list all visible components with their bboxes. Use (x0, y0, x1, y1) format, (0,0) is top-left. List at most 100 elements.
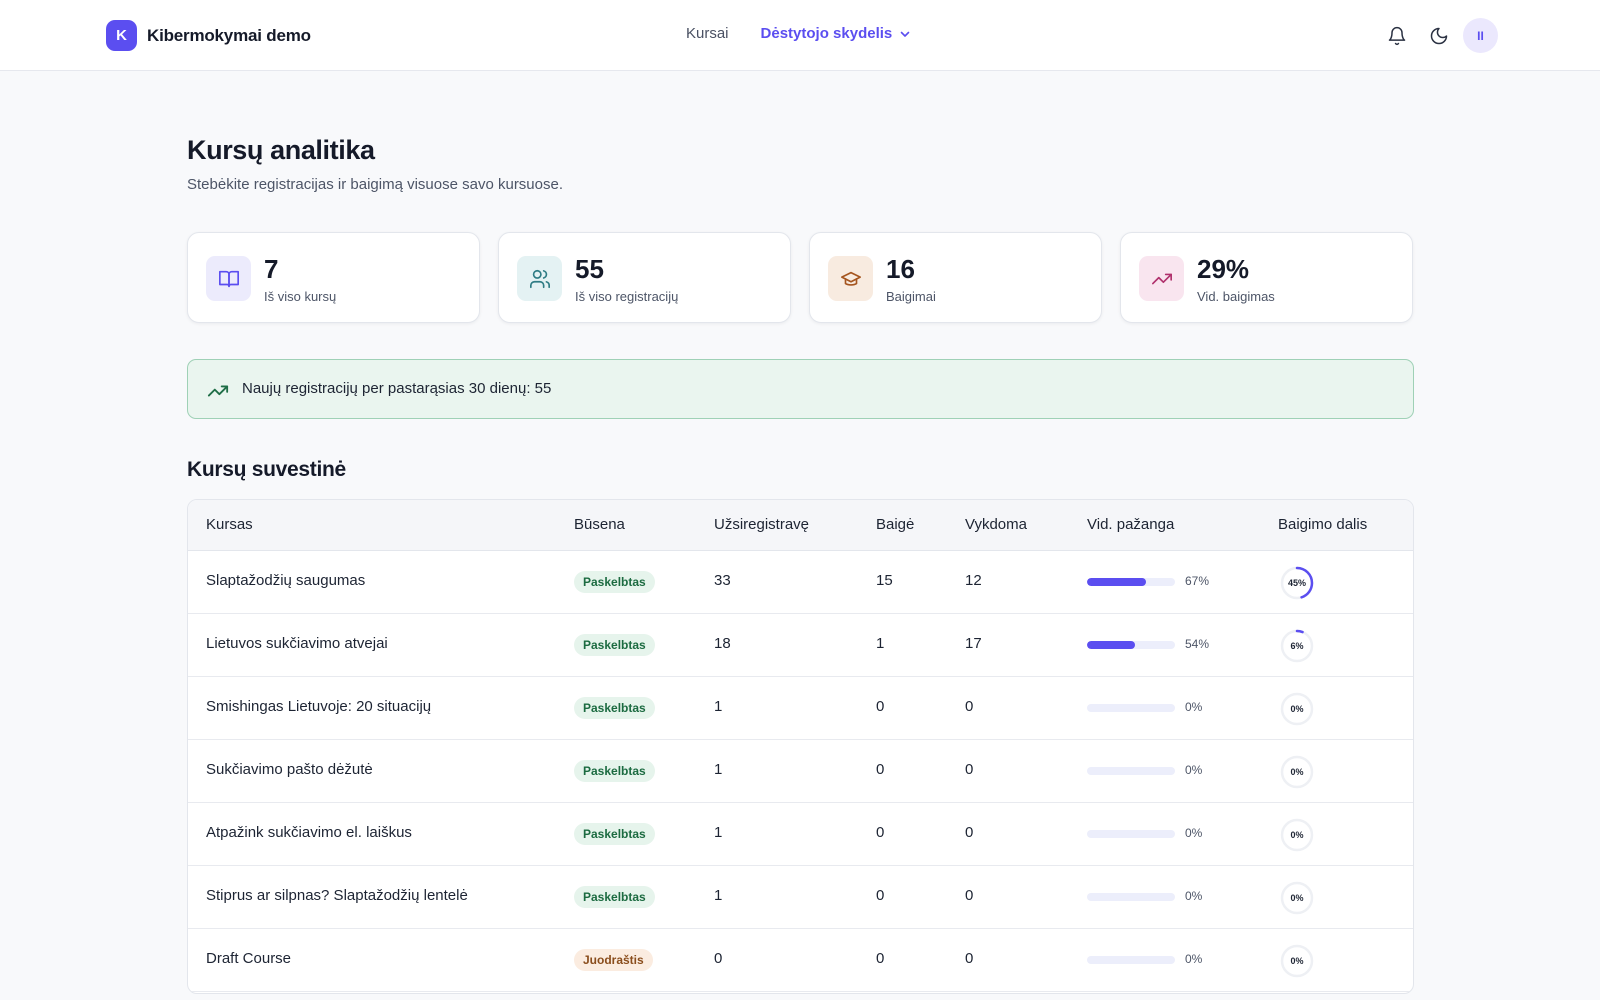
completion-ring-chart (1280, 944, 1314, 978)
completion-ring: 0% (1279, 817, 1315, 853)
course-name[interactable]: Stiprus ar silpnas? Slaptažodžių lentelė (206, 887, 468, 904)
completion-percent: 45% (1287, 578, 1306, 588)
status-badge: Paskelbtas (574, 823, 655, 845)
brand[interactable]: K Kibermokymai demo (106, 20, 311, 51)
status-badge: Paskelbtas (574, 760, 655, 782)
table-row[interactable]: Stiprus ar silpnas? Slaptažodžių lentelė… (188, 866, 1413, 929)
table-row[interactable]: Sukčiavimo pašto dėžutė Paskelbtas 1 0 0 0% 0% (188, 740, 1413, 803)
new-enrollments-banner: Naujų registracijų per pastarąsias 30 di… (187, 359, 1414, 419)
course-summary-table: Kursas Būsena Užsiregistravę Baigė Vykdo… (187, 499, 1414, 994)
stat-value: 7 (264, 254, 279, 284)
column-header[interactable]: Vid. pažanga (1087, 516, 1175, 533)
enrolled-count: 1 (714, 887, 723, 904)
completed-count: 1 (876, 635, 885, 652)
course-name[interactable]: Slaptažodžių saugumas (206, 572, 366, 589)
stat-label: Vid. baigimas (1197, 289, 1275, 304)
nav-instructor-dashboard-label: Dėstytojo skydelis (760, 25, 893, 42)
in-progress-count: 12 (965, 572, 982, 589)
completion-ring-track (1280, 881, 1314, 915)
completion-ring-track (1280, 755, 1314, 789)
stat-label: Baigimai (886, 289, 936, 304)
page-subtitle: Stebėkite registracijas ir baigimą visuo… (187, 176, 564, 193)
column-header[interactable]: Būsena (574, 516, 625, 533)
nav-instructor-dashboard[interactable]: Dėstytojo skydelis (761, 25, 912, 42)
completion-percent: 6% (1290, 641, 1304, 651)
completion-ring-arc (1280, 566, 1314, 600)
completion-percent: 0% (1290, 767, 1304, 777)
progress-percent: 0% (1185, 889, 1203, 903)
completion-ring-track (1280, 818, 1314, 852)
stat-card-completions: 16 Baigimai (809, 232, 1102, 323)
completion-ring-arc (1280, 629, 1314, 663)
column-header[interactable]: Užsiregistravę (714, 516, 810, 533)
completed-count: 15 (876, 572, 893, 589)
column-header[interactable]: Baigė (876, 516, 915, 533)
enrolled-count: 1 (714, 698, 723, 715)
enrolled-count: 1 (714, 824, 723, 841)
stat-label: Iš viso kursų (264, 289, 337, 304)
completion-ring: 0% (1279, 880, 1315, 916)
completion-ring-chart (1280, 818, 1314, 852)
progress-percent: 54% (1185, 637, 1210, 651)
completion-ring-chart (1280, 755, 1314, 789)
top-navbar: K Kibermokymai demo Kursai Dėstytojo sky… (0, 0, 1600, 71)
trending-up-icon (207, 385, 229, 397)
completion-percent: 0% (1290, 956, 1304, 966)
completion-ring-chart (1280, 881, 1314, 915)
progress-bar (1087, 893, 1175, 901)
course-name[interactable]: Atpažink sukčiavimo el. laiškus (206, 824, 412, 841)
banner-text: Naujų registracijų per pastarąsias 30 di… (242, 380, 552, 397)
main-nav: Kursai Dėstytojo skydelis (686, 25, 911, 42)
course-name[interactable]: Lietuvos sukčiavimo atvejai (206, 635, 388, 652)
table-row[interactable]: Draft Course Juodraštis 0 0 0 0% 0% (188, 929, 1413, 992)
completed-count: 0 (876, 950, 885, 967)
table-row[interactable]: Lietuvos sukčiavimo atvejai Paskelbtas 18 1… (188, 614, 1413, 677)
status-badge: Paskelbtas (574, 886, 655, 908)
in-progress-count: 0 (965, 698, 974, 715)
course-name[interactable]: Sukčiavimo pašto dėžutė (206, 761, 373, 778)
progress-bar (1087, 578, 1175, 586)
status-badge: Paskelbtas (574, 697, 655, 719)
graduation-cap-icon (828, 256, 873, 301)
completion-ring-chart (1280, 566, 1314, 600)
enrolled-count: 0 (714, 950, 723, 967)
progress-bar (1087, 704, 1175, 712)
completed-count: 0 (876, 761, 885, 778)
table-row[interactable]: Slaptažodžių saugumas Paskelbtas 33 15 12 67%… (188, 551, 1413, 614)
theme-toggle-button[interactable] (1422, 19, 1456, 53)
section-title: Kursų suvestinė (187, 458, 346, 481)
completion-ring: 45% (1279, 565, 1315, 601)
completion-percent: 0% (1290, 704, 1304, 714)
completion-ring-track (1280, 692, 1314, 726)
completion-ring: 6% (1279, 628, 1315, 664)
header-actions: II (1380, 18, 1498, 53)
in-progress-count: 17 (965, 635, 982, 652)
course-name[interactable]: Smishingas Lietuvoje: 20 situacijų (206, 698, 432, 715)
in-progress-count: 0 (965, 887, 974, 904)
column-header[interactable]: Kursas (206, 516, 253, 533)
progress-percent: 0% (1185, 826, 1203, 840)
stat-value: 55 (575, 254, 604, 284)
completion-ring-chart (1280, 629, 1314, 663)
completed-count: 0 (876, 824, 885, 841)
in-progress-count: 0 (965, 761, 974, 778)
course-name[interactable]: Draft Course (206, 950, 292, 967)
brand-logo: K (106, 20, 137, 51)
table-row[interactable]: Smishingas Lietuvoje: 20 situacijų Paskel… (188, 677, 1413, 740)
stat-value: 16 (886, 254, 915, 284)
stat-label: Iš viso registracijų (575, 289, 679, 304)
completed-count: 0 (876, 887, 885, 904)
notifications-button[interactable] (1380, 19, 1414, 53)
users-icon (517, 256, 562, 301)
table-row[interactable]: Atpažink sukčiavimo el. laiškus Paskelbta… (188, 803, 1413, 866)
moon-icon (1430, 27, 1448, 44)
progress-bar-fill (1087, 578, 1146, 586)
stat-value: 29% (1197, 254, 1250, 284)
column-header[interactable]: Vykdoma (965, 516, 1027, 533)
progress-bar (1087, 767, 1175, 775)
nav-courses-link[interactable]: Kursai (686, 25, 729, 42)
user-avatar[interactable]: II (1463, 18, 1498, 53)
column-header[interactable]: Baigimo dalis (1278, 516, 1368, 533)
completion-ring: 0% (1279, 943, 1315, 979)
enrolled-count: 1 (714, 761, 723, 778)
